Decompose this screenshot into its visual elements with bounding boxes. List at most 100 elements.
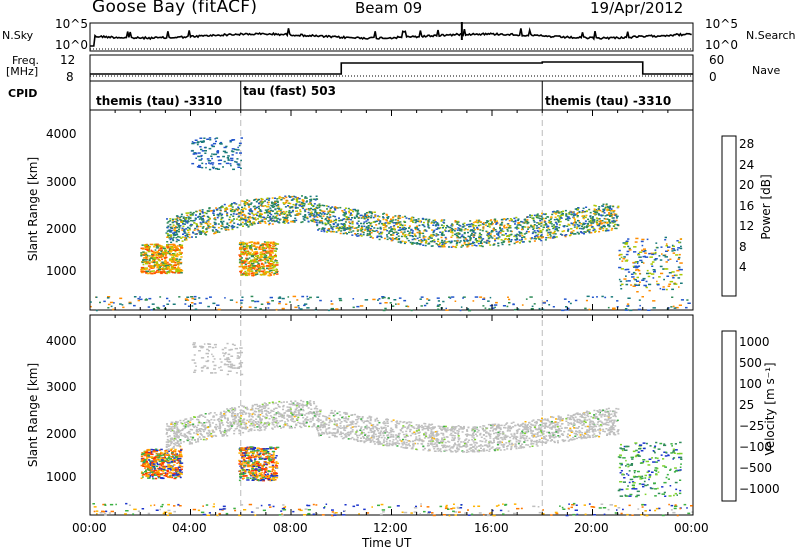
velocity-mark [416, 439, 419, 441]
power-mark [621, 260, 624, 262]
power-mark [560, 217, 563, 219]
power-mark [356, 230, 359, 232]
velocity-mark [494, 428, 497, 430]
power-mark [662, 254, 666, 257]
power-mark [166, 247, 169, 249]
power-mark [554, 225, 557, 228]
power-mark [160, 256, 162, 259]
power-mark [576, 213, 578, 215]
power-mark [181, 221, 184, 223]
velocity-mark [348, 434, 350, 437]
power-mark [268, 256, 271, 258]
power-mark [457, 235, 460, 238]
velocity-mark [182, 441, 185, 443]
power-mark [264, 200, 266, 202]
power-mark [287, 296, 290, 298]
power-mark [389, 222, 392, 224]
power-mark [168, 300, 171, 302]
power-mark [589, 219, 592, 222]
power-mark [269, 218, 272, 220]
velocity-mark [176, 421, 179, 423]
power-mark [257, 215, 260, 217]
power-mark [206, 138, 210, 140]
power-mark [205, 228, 208, 230]
power-mark [183, 229, 186, 232]
power-mark [654, 251, 657, 254]
power-mark [270, 201, 273, 203]
power-mark [271, 264, 273, 267]
power-mark [420, 232, 423, 234]
power-mark [107, 307, 110, 309]
velocity-mark [552, 416, 555, 419]
power-mark [475, 238, 477, 240]
power-mark [174, 218, 177, 220]
power-mark [177, 272, 181, 274]
power-mark [170, 271, 173, 273]
power-mark [603, 208, 606, 210]
velocity-mark [182, 428, 185, 430]
power-mark [380, 231, 383, 234]
power-mark [240, 209, 243, 211]
power-mark [344, 211, 347, 213]
power-mark [498, 231, 501, 233]
power-mark [427, 224, 430, 227]
power-mark [388, 237, 391, 239]
power-mark [273, 217, 276, 219]
power-mark [572, 211, 575, 213]
power-mark [275, 271, 278, 273]
velocity-mark [519, 440, 522, 442]
power-mark [506, 305, 509, 308]
power-mark [211, 229, 214, 231]
power-mark [228, 216, 231, 218]
power-mark [251, 267, 255, 269]
power-mark [153, 243, 157, 246]
power-mark [397, 215, 400, 217]
power-mark [531, 237, 533, 239]
power-mark [635, 269, 640, 271]
power-mark [169, 238, 172, 241]
power-mark [206, 230, 209, 233]
power-mark [310, 207, 312, 210]
power-mark [257, 242, 260, 244]
velocity-mark [591, 427, 594, 430]
power-mark [369, 236, 372, 238]
velocity-mark [617, 433, 620, 435]
power-mark [243, 200, 246, 203]
velocity-mark [290, 411, 293, 413]
velocity-mark [334, 420, 337, 423]
power-mark [207, 225, 210, 227]
velocity-mark [473, 442, 476, 444]
power-mark [178, 236, 181, 238]
velocity-mark [196, 418, 199, 421]
power-mark [221, 223, 224, 225]
power-mark [619, 284, 622, 287]
power-mark [345, 213, 347, 215]
power-mark [444, 230, 447, 232]
power-mark [251, 244, 253, 246]
power-mark [625, 259, 629, 261]
power-mark [615, 213, 618, 216]
power-mark [252, 245, 256, 247]
power-mark [625, 242, 629, 244]
power-mark [499, 223, 502, 226]
power-mark [230, 204, 233, 206]
power-mark [658, 255, 661, 257]
power-mark [296, 197, 299, 199]
velocity-mark [506, 445, 508, 448]
power-mark [401, 240, 404, 242]
power-mark [640, 240, 644, 243]
power-mark [248, 218, 250, 220]
power-mark [614, 214, 617, 216]
power-mark [250, 270, 254, 272]
velocity-mark [555, 428, 557, 431]
power-mark [266, 261, 270, 263]
power-mark [463, 240, 466, 242]
power-mark [353, 216, 356, 219]
power-mark [267, 268, 270, 270]
power-mark [214, 232, 217, 234]
power-mark [242, 272, 245, 274]
power-mark [432, 231, 435, 234]
power-mark [268, 243, 271, 246]
power-mark [223, 146, 227, 149]
power-mark [550, 216, 553, 219]
